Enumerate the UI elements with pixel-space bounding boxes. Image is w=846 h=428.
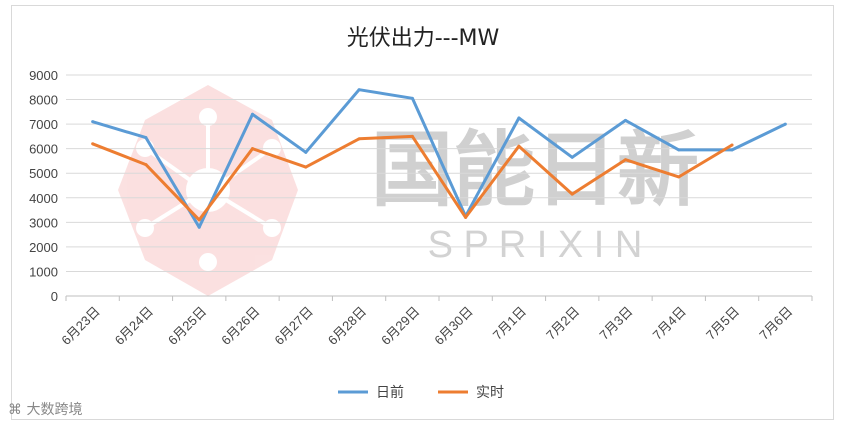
legend-label: 日前 [376,384,404,401]
x-tick-label: 6月25日 [165,304,209,348]
y-tick-label: 0 [51,289,58,304]
data-point [91,142,95,146]
data-point [304,165,308,169]
x-tick-label: 6月26日 [218,304,262,348]
x-tick-label: 6月28日 [325,304,369,348]
footer-text: 大数跨境 [26,402,83,418]
x-tick-label: 7月1日 [490,304,529,343]
x-tick-label: 7月3日 [596,304,635,343]
data-point [197,218,201,222]
data-point [357,88,361,92]
data-point [410,134,414,138]
data-point [517,144,521,148]
x-tick-label: 7月5日 [703,304,742,343]
chart-title: 光伏出力---MW [346,26,500,51]
legend: 日前 实时 [338,384,504,401]
y-tick-label: 4000 [29,191,58,206]
x-tick-label: 7月4日 [650,304,689,343]
watermark-text-en: S P R I X I N [428,224,643,266]
data-point [570,155,574,159]
watermark-logo [118,85,298,296]
data-point [624,118,627,122]
data-point [197,225,201,229]
legend-label: 实时 [476,385,504,401]
data-point [624,158,627,162]
data-point [464,215,468,219]
x-tick-label: 6月24日 [112,304,156,348]
y-tick-label: 6000 [29,142,58,157]
y-tick-label: 3000 [29,215,58,230]
y-tick-label: 1000 [29,264,58,279]
data-point [677,148,681,152]
x-tick-label: 7月2日 [543,304,582,343]
data-point [144,136,148,140]
y-tick-label: 9000 [29,68,58,83]
data-point [251,112,254,116]
y-tick-label: 7000 [29,117,58,132]
chart-frame [11,5,834,420]
x-tick-label: 6月27日 [272,304,316,348]
series [91,88,787,229]
brand-icon: ⌘ [8,402,27,418]
data-point [677,175,681,179]
data-point [570,192,574,196]
y-tick-label: 5000 [29,166,58,181]
data-point [730,148,734,152]
data-point [730,143,734,147]
x-tick-label: 6月23日 [58,304,102,348]
data-point [144,163,148,167]
data-point [783,122,787,126]
data-point [251,147,254,151]
data-point [357,137,361,141]
x-tick-label: 7月6日 [756,304,795,343]
data-point [410,96,414,100]
x-tick-label: 6月30日 [431,304,475,348]
data-point [304,150,308,154]
y-tick-label: 8000 [29,93,58,108]
watermark-text-cn: 国能日新 [371,123,699,218]
y-tick-label: 2000 [29,240,58,255]
data-point [91,120,95,124]
data-point [517,116,521,120]
footer-brand: ⌘ 大数跨境 [8,399,82,419]
x-tick-label: 6月29日 [378,304,422,348]
